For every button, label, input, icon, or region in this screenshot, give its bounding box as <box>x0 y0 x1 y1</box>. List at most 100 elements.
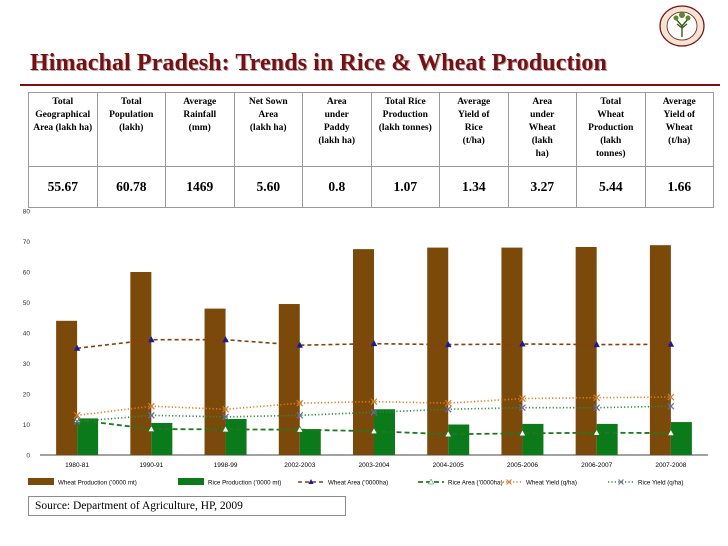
wheat-area-point <box>370 340 378 347</box>
x-tick-label: 2006-2007 <box>581 462 612 469</box>
stats-value-cell: 1.34 <box>439 166 509 208</box>
rice-yield-point <box>147 411 155 419</box>
wheat-production-bar <box>575 246 597 455</box>
wheat-production-bar <box>56 320 78 455</box>
wheat-yield-point <box>296 399 304 407</box>
legend-marker <box>618 479 624 485</box>
wheat-area-point <box>519 340 526 347</box>
rice-yield-point <box>73 418 81 425</box>
x-tick-label: 1980-81 <box>65 462 89 469</box>
slide-title: Himachal Pradesh: Trends in Rice & Wheat… <box>30 50 607 76</box>
x-tick-label: 2003-2004 <box>358 462 389 469</box>
rice-yield-point <box>444 405 452 413</box>
y-tick-label: 40 <box>23 331 31 338</box>
legend-label: Wheat Yield (q/ha) <box>526 480 577 487</box>
stats-header-row: Total Geographical Area (lakh ha) Total Pop… <box>28 92 714 167</box>
rice-production-bar <box>522 423 544 455</box>
stats-value-cell: 1469 <box>165 166 235 208</box>
y-tick-label: 60 <box>23 270 31 277</box>
wheat-production-bar <box>649 245 671 455</box>
wheat-production-bar <box>501 247 523 455</box>
rice-production-bar <box>448 424 470 455</box>
legend-label: Wheat Production (’0000 mt) <box>58 480 137 487</box>
stats-header-cell: Average Yield of Rice (t/ha) <box>439 92 509 167</box>
wheat-yield-point <box>73 411 81 419</box>
stats-header-cell: Average Yield of Wheat (t/ha) <box>644 92 714 167</box>
legend-swatch <box>178 478 204 485</box>
wheat-production-bar <box>204 308 226 455</box>
y-tick-label: 20 <box>23 392 31 399</box>
legend-marker <box>308 479 314 484</box>
y-tick-label: 70 <box>23 239 31 246</box>
stats-header-cell: Area under Wheat (lakh ha) <box>507 92 577 167</box>
wheat-area-point <box>667 340 675 347</box>
wheat-yield-point <box>519 395 526 402</box>
x-tick-label: 2005-2006 <box>507 462 538 469</box>
rice-yield-point <box>222 413 229 421</box>
rice-yield-point <box>370 408 378 416</box>
wheat-area-point <box>73 344 81 351</box>
title-divider <box>20 84 720 86</box>
stats-table: Total Geographical Area (lakh ha) Total Pop… <box>28 92 714 208</box>
wheat-yield-point <box>147 402 155 410</box>
stats-value-cell: 1.07 <box>370 166 440 208</box>
wheat-yield-point <box>444 399 452 407</box>
legend-marker <box>427 478 435 485</box>
rice-yield-point <box>667 402 675 410</box>
rice-area-point <box>370 427 378 435</box>
stats-value-cell: 5.44 <box>576 166 646 208</box>
x-tick-label: 1998-99 <box>214 462 238 469</box>
wheat-yield-point <box>667 393 675 401</box>
stats-value-row: 55.67 60.78 1469 5.60 0.8 1.07 1.34 3.27… <box>28 166 714 208</box>
x-tick-label: 2007-2008 <box>655 462 686 469</box>
rice-yield-point <box>519 404 526 412</box>
y-tick-label: 0 <box>26 453 30 460</box>
wheat-area-point <box>445 341 452 348</box>
rice-area-point <box>296 425 304 433</box>
stats-header-cell: Average Rainfall (mm) <box>165 92 235 167</box>
rice-production-bar <box>299 429 321 455</box>
stats-header-cell: Total Population (lakh) <box>96 92 166 167</box>
stats-header-cell: Area under Paddy (lakh ha) <box>302 92 372 167</box>
y-tick-label: 80 <box>23 209 31 216</box>
stats-value-cell: 5.60 <box>233 166 303 208</box>
stats-value-cell: 3.27 <box>507 166 577 208</box>
wheat-production-bar <box>130 272 152 455</box>
rice-yield-line <box>77 405 671 423</box>
stats-value-cell: 60.78 <box>96 166 166 208</box>
wheat-area-point <box>296 341 303 348</box>
wheat-area-point <box>593 341 600 348</box>
rice-area-point <box>147 424 156 432</box>
legend-label: Wheat Area (’0000ha) <box>328 480 388 487</box>
wheat-production-bar <box>278 304 300 455</box>
rice-area-point <box>667 428 675 436</box>
wheat-production-bar <box>427 247 449 455</box>
wheat-yield-point <box>593 394 601 402</box>
wheat-production-bar <box>353 249 374 455</box>
legend-label: Rice Production (’0000 mt) <box>208 480 281 487</box>
stats-value-cell: 1.66 <box>644 166 714 208</box>
rice-area-point <box>444 430 452 438</box>
rice-area-point <box>518 429 527 437</box>
wheat-area-point <box>148 336 155 343</box>
wheat-yield-point <box>222 405 229 413</box>
y-tick-label: 50 <box>23 300 31 307</box>
x-tick-label: 1990-91 <box>139 462 163 469</box>
rice-yield-point <box>296 411 304 419</box>
wheat-yield-line <box>77 396 671 417</box>
legend-label: Rice Area (’0000ha) <box>448 480 503 487</box>
rice-production-bar <box>225 419 247 455</box>
rice-production-bar <box>151 422 173 455</box>
stats-header-cell: Total Geographical Area (lakh ha) <box>28 92 98 167</box>
production-trend-chart: 0 10 20 30 40 50 60 70 80 1980-81 1990-91 1998-99 20… <box>23 209 708 487</box>
wheat-area-point <box>222 336 229 343</box>
stats-header-cell: Total Wheat Production (lakh tonnes) <box>576 92 646 167</box>
legend-label: Rice Yield (q/ha) <box>638 480 683 487</box>
rice-production-bar <box>77 418 99 455</box>
y-tick-label: 30 <box>23 361 31 368</box>
wheat-yield-point <box>370 398 378 406</box>
rice-area-point <box>592 428 601 436</box>
rice-production-bar <box>670 422 692 455</box>
stats-value-cell: 0.8 <box>302 166 372 208</box>
source-note: Source: Department of Agriculture, HP, 2… <box>28 496 346 516</box>
